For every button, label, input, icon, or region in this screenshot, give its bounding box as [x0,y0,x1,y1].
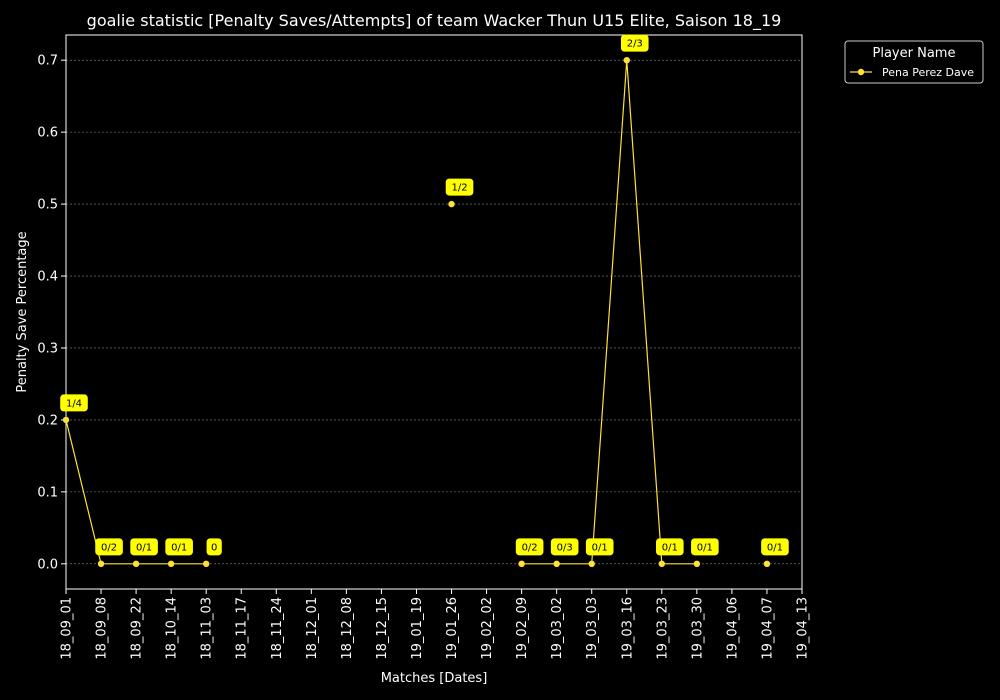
data-label-text: 0/2 [101,542,117,553]
y-tick-label: 0.1 [37,485,58,500]
data-label-text: 0 [211,542,217,553]
x-tick-label: 18_11_24 [270,597,285,660]
data-point [132,560,140,568]
x-tick-label: 18_09_08 [95,597,110,660]
data-label-text: 0/1 [767,542,783,553]
x-tick-label: 18_09_22 [130,597,145,660]
x-tick-label: 19_03_03 [585,597,600,660]
series-line [521,60,697,565]
data-label-text: 0/1 [662,542,678,553]
x-tick-label: 19_03_16 [620,597,635,660]
data-label-text: 2/3 [627,39,643,50]
data-point [553,560,560,568]
y-tick-label: 0.3 [37,341,58,356]
data-point [623,56,630,64]
x-tick-label: 18_10_14 [165,597,180,660]
legend-entry: Pena Perez Dave [882,66,974,79]
data-label: 0/1 [130,538,158,556]
data-label: 0/1 [165,538,193,556]
data-label: 0/2 [515,538,544,556]
data-label-box [761,538,789,556]
annotations-layer: 1/4 0/2 0/1 0/1 0 1/2 0/2 0/3 0/1 2/3 0/1 0/1 0/1 [60,34,789,556]
x-tick-label: 19_04_13 [796,597,811,660]
data-label-box [445,178,474,196]
data-label: 0/1 [656,538,684,556]
data-label: 2/3 [620,34,649,52]
data-point [62,416,70,424]
x-tick-label: 18_12_01 [305,597,320,660]
data-point [167,560,175,568]
data-point [693,560,701,568]
data-point [97,560,105,568]
data-label-box [60,394,88,412]
data-point [588,560,595,568]
x-tick-label: 18_11_17 [235,597,250,660]
y-tick-label: 0.0 [37,557,58,572]
legend: Player Name Pena Perez Dave [844,40,984,84]
data-label-text: 0/1 [697,542,713,553]
data-label-text: 0/1 [136,542,152,553]
data-point [658,560,666,568]
grid [66,59,802,565]
data-label-text: 1/2 [451,183,467,194]
x-axis-label: Matches [Dates] [381,671,488,686]
legend-point-marker [857,68,865,76]
data-label-box [691,538,719,556]
x-tick-label: 18_09_01 [60,597,75,660]
data-label: 0/2 [95,538,123,556]
data-label: 0/1 [691,538,719,556]
data-point [763,560,771,568]
data-label: 1/4 [60,394,88,412]
data-label-text: 1/4 [66,398,82,409]
data-point [448,200,455,208]
plot-frame [65,34,803,590]
data-label: 0 [206,538,222,556]
data-label: 1/2 [445,178,474,196]
data-label-box [95,538,123,556]
data-label-box [585,538,614,556]
data-label-box [620,34,649,52]
legend-title: Player Name [873,46,956,61]
data-label-box [656,538,684,556]
y-tick-label: 0.2 [37,413,58,428]
data-label: 0/3 [550,538,579,556]
chart-title: goalie statistic [Penalty Saves/Attempts… [87,11,782,31]
y-tick-label: 0.7 [37,54,58,69]
x-tick-label: 19_02_09 [515,597,530,660]
data-label-box [550,538,579,556]
x-tick-label: 19_04_07 [760,597,775,660]
x-axis: 18_09_01 18_09_08 18_09_22 18_10_14 18_11_03… [60,589,811,660]
y-tick-label: 0.5 [37,198,58,213]
data-label-box [206,538,222,556]
x-tick-label: 19_01_26 [445,597,460,660]
data-label-text: 0/3 [557,542,573,553]
y-tick-label: 0.4 [37,270,58,285]
x-tick-label: 19_03_23 [655,597,670,660]
x-tick-label: 19_03_02 [550,597,565,660]
data-point [202,560,210,568]
data-label-text: 0/2 [522,542,538,553]
series-layer [62,56,771,568]
data-label-text: 0/1 [592,542,608,553]
x-tick-label: 19_01_19 [410,597,425,660]
data-label-box [515,538,544,556]
y-tick-label: 0.6 [37,126,58,141]
x-tick-label: 18_11_03 [200,597,215,660]
x-tick-label: 18_12_15 [375,597,390,660]
data-label: 0/1 [585,538,614,556]
data-label: 0/1 [761,538,789,556]
x-tick-label: 19_03_30 [690,597,705,660]
y-axis-label: Penalty Save Percentage [15,231,30,392]
data-label-box [165,538,193,556]
data-label-box [130,538,158,556]
x-tick-label: 18_12_08 [340,597,355,660]
legend-box [844,40,984,84]
data-point [518,560,525,568]
x-tick-label: 19_04_06 [725,597,740,660]
x-tick-label: 19_02_02 [480,597,495,660]
data-label-text: 0/1 [171,542,187,553]
